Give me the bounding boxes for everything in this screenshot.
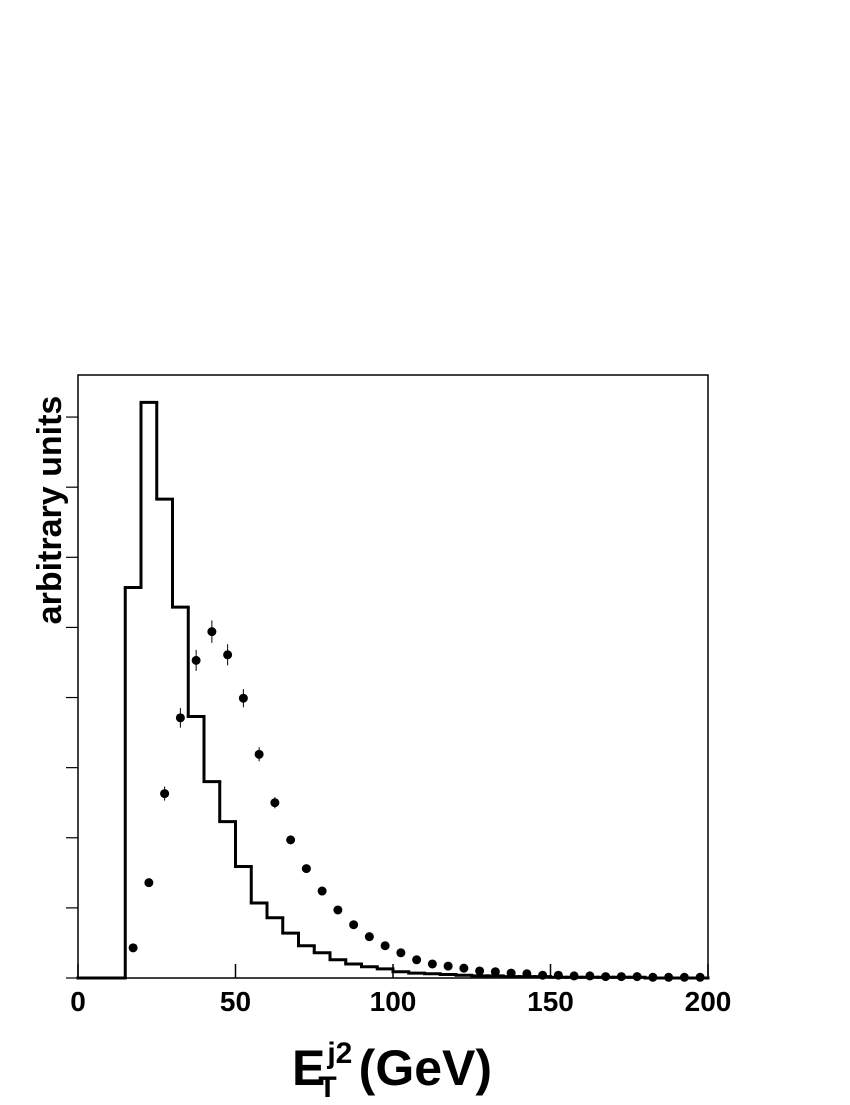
data-point — [396, 948, 406, 958]
data-point — [679, 972, 689, 982]
x-tick-label: 50 — [220, 986, 251, 1017]
x-tick-label: 0 — [70, 986, 86, 1017]
data-point — [522, 969, 532, 979]
data-point — [317, 886, 327, 896]
x-tick-label: 100 — [370, 986, 417, 1017]
x-label-main: E — [292, 1040, 325, 1096]
data-point — [664, 972, 674, 982]
data-point — [301, 864, 311, 874]
x-label-sub: T — [318, 1071, 336, 1100]
data-point — [191, 655, 201, 665]
data-point — [648, 972, 658, 982]
data-point — [144, 878, 154, 888]
data-point — [427, 959, 437, 969]
y-axis-label: arbitrary units — [31, 396, 69, 625]
data-point — [380, 941, 390, 951]
data-point — [538, 970, 548, 980]
data-point — [223, 650, 233, 660]
data-point — [601, 972, 611, 982]
data-point — [443, 961, 453, 971]
x-label-sup: j2 — [326, 1037, 352, 1070]
data-point — [475, 966, 485, 976]
data-point — [632, 972, 642, 982]
data-point — [270, 798, 280, 808]
data-point — [175, 713, 185, 723]
data-point — [412, 955, 422, 965]
data-point — [333, 905, 343, 915]
data-point — [459, 963, 469, 973]
data-point — [364, 932, 374, 942]
x-label-rest: (GeV) — [359, 1040, 492, 1096]
data-point — [128, 943, 138, 953]
x-axis-label: Ej2 T (GeV) — [292, 1037, 492, 1100]
data-point — [616, 972, 626, 982]
plot-frame — [77, 374, 709, 979]
data-point — [254, 749, 264, 759]
data-point — [238, 693, 248, 703]
data-point — [695, 972, 705, 982]
data-point — [207, 627, 217, 637]
data-point — [506, 968, 516, 978]
data-point — [553, 970, 563, 980]
data-point — [569, 971, 579, 981]
data-point — [349, 920, 359, 930]
x-tick-label: 200 — [685, 986, 732, 1017]
x-tick-label: 150 — [527, 986, 574, 1017]
data-point — [585, 971, 595, 981]
data-point — [160, 789, 170, 799]
data-point — [286, 835, 296, 845]
data-point — [490, 967, 500, 977]
